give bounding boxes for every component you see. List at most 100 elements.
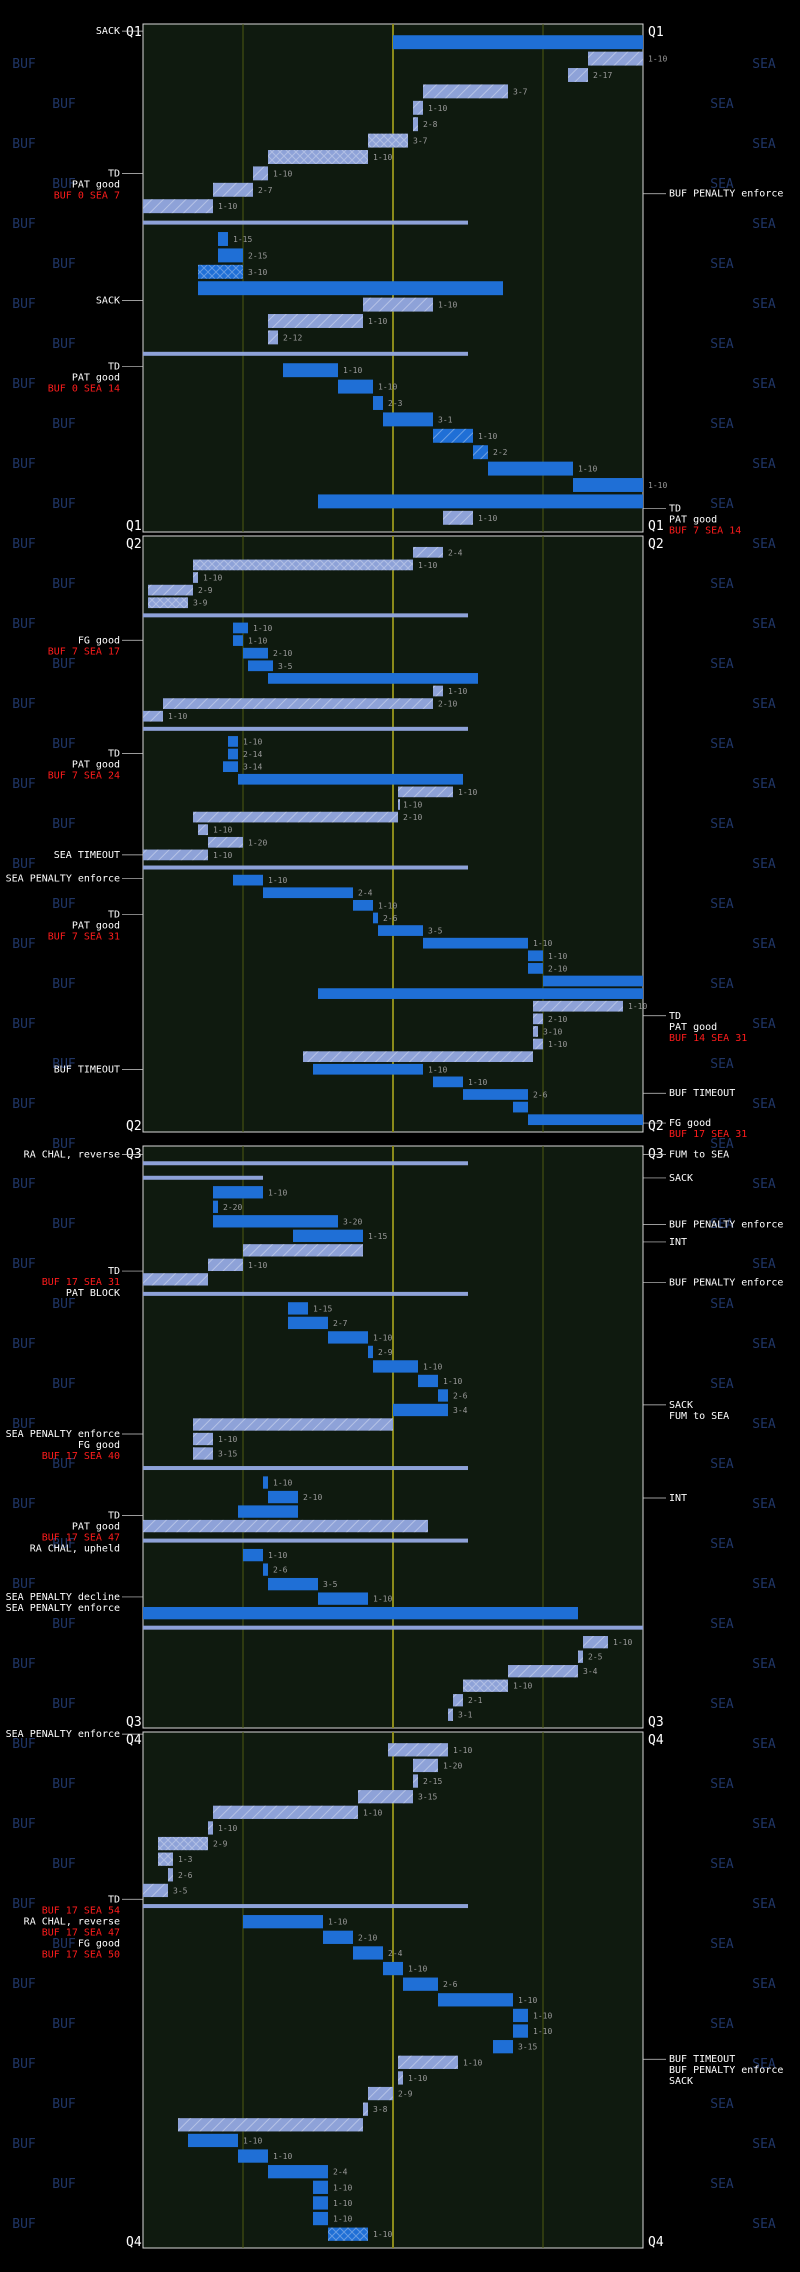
down-distance-label: 1-10 [333, 2215, 352, 2224]
play-bar [248, 660, 273, 672]
watermark-team-left: BUF [12, 1657, 36, 1672]
down-distance-label: 2-9 [198, 586, 213, 595]
play-bar-hatch [568, 68, 588, 82]
play-bar [143, 613, 468, 618]
down-distance-label: 1-10 [213, 826, 232, 835]
down-distance-label: 1-10 [478, 432, 497, 441]
quarter-label: Q3 [126, 1715, 142, 1730]
down-distance-label: 1-15 [313, 1304, 332, 1313]
play-bar [318, 494, 643, 509]
watermark-team-right: SEA [752, 617, 776, 632]
play-bar [573, 478, 643, 492]
event-label: SACK [669, 2076, 693, 2087]
down-distance-label: 1-10 [648, 481, 667, 490]
event-label: PAT good [669, 515, 717, 526]
down-distance-label: 1-10 [533, 2027, 552, 2036]
down-distance-label: 1-10 [268, 876, 287, 885]
play-bar [528, 1114, 643, 1126]
watermark-team-right: SEA [710, 817, 734, 832]
down-distance-label: 2-6 [443, 1980, 458, 1989]
play-bar [238, 2149, 268, 2163]
watermark-team-right: SEA [710, 657, 734, 672]
event-label: FG good [78, 1938, 120, 1949]
event-label: BUF 0 SEA 7 [54, 190, 120, 201]
play-bar [283, 363, 338, 378]
event-label: SACK [669, 1400, 693, 1411]
play-bar [143, 351, 468, 356]
event-label: FG good [669, 1118, 711, 1129]
play-bar [383, 1961, 403, 1976]
play-bar [263, 1476, 268, 1489]
play-bar-hatch [388, 1743, 448, 1757]
event-label: BUF 17 SEA 54 [42, 1905, 120, 1916]
play-bar [438, 1389, 448, 1402]
play-bar [373, 912, 378, 924]
down-distance-label: 1-10 [463, 2058, 482, 2067]
event-label: TD [669, 1011, 681, 1022]
play-bar-hatch [193, 1447, 213, 1460]
down-distance-label: 3-5 [428, 927, 443, 936]
play-bar [513, 2024, 528, 2038]
event-label: PAT good [72, 920, 120, 931]
watermark-team-left: BUF [12, 1897, 36, 1912]
down-distance-label: 1-10 [458, 788, 477, 797]
play-bar [213, 1186, 263, 1199]
watermark-team-right: SEA [710, 1217, 734, 1232]
down-distance-label: 3-10 [248, 268, 267, 277]
play-bar [403, 1977, 438, 1991]
watermark-team-left: BUF [52, 577, 76, 592]
down-distance-label: 1-10 [443, 1377, 462, 1386]
watermark-team-right: SEA [710, 1937, 734, 1952]
watermark-team-right: SEA [752, 537, 776, 552]
play-bar [143, 1161, 468, 1166]
watermark-team-left: BUF [12, 857, 36, 872]
down-distance-label: 2-1 [468, 1696, 483, 1705]
play-bar [143, 1538, 468, 1543]
event-label: FUM to SEA [669, 1411, 729, 1422]
event-label: TD [108, 1266, 120, 1277]
down-distance-label: 1-10 [408, 1965, 427, 1974]
play-bar [143, 1291, 468, 1296]
play-bar-hatch [143, 1883, 168, 1898]
play-bar [143, 220, 468, 225]
watermark-team-right: SEA [710, 577, 734, 592]
watermark-team-right: SEA [710, 257, 734, 272]
watermark-team-left: BUF [52, 2097, 76, 2112]
play-bar [223, 761, 238, 773]
watermark-team-left: BUF [52, 97, 76, 112]
watermark-team-right: SEA [752, 2137, 776, 2152]
play-bar-hatch [398, 786, 453, 798]
event-label: PAT good [72, 179, 120, 190]
watermark-team-right: SEA [752, 697, 776, 712]
watermark-team-left: BUF [52, 2177, 76, 2192]
watermark-team-right: SEA [710, 2097, 734, 2112]
play-bar-hatch [253, 166, 268, 181]
event-label: BUF PENALTY enforce [669, 1219, 783, 1230]
watermark-team-right: SEA [710, 1617, 734, 1632]
play-bar [353, 899, 373, 911]
down-distance-label: 1-10 [613, 1638, 632, 1647]
watermark-team-right: SEA [710, 2017, 734, 2032]
play-bar [513, 1101, 528, 1113]
play-bar-hatch [198, 824, 208, 836]
down-distance-label: 2-6 [273, 1566, 288, 1575]
event-label: BUF 7 SEA 24 [48, 771, 120, 782]
play-bar [463, 1089, 528, 1100]
watermark-team-right: SEA [752, 1897, 776, 1912]
play-bar [238, 773, 463, 785]
watermark-team-left: BUF [52, 817, 76, 832]
event-label: SEA PENALTY decline [6, 1592, 120, 1603]
play-bar [353, 1946, 383, 1960]
watermark-team-left: BUF [12, 1177, 36, 1192]
watermark-team-left: BUF [52, 1457, 76, 1472]
play-bar [238, 1505, 298, 1518]
play-bar [268, 673, 478, 684]
watermark-team-left: BUF [12, 1817, 36, 1832]
down-distance-label: 3-10 [543, 1027, 562, 1036]
quarter-label: Q4 [126, 2235, 142, 2250]
watermark-team-left: BUF [52, 2017, 76, 2032]
down-distance-label: 1-10 [273, 1479, 292, 1488]
watermark-team-right: SEA [710, 1777, 734, 1792]
watermark-team-right: SEA [710, 737, 734, 752]
watermark-team-left: BUF [52, 1937, 76, 1952]
